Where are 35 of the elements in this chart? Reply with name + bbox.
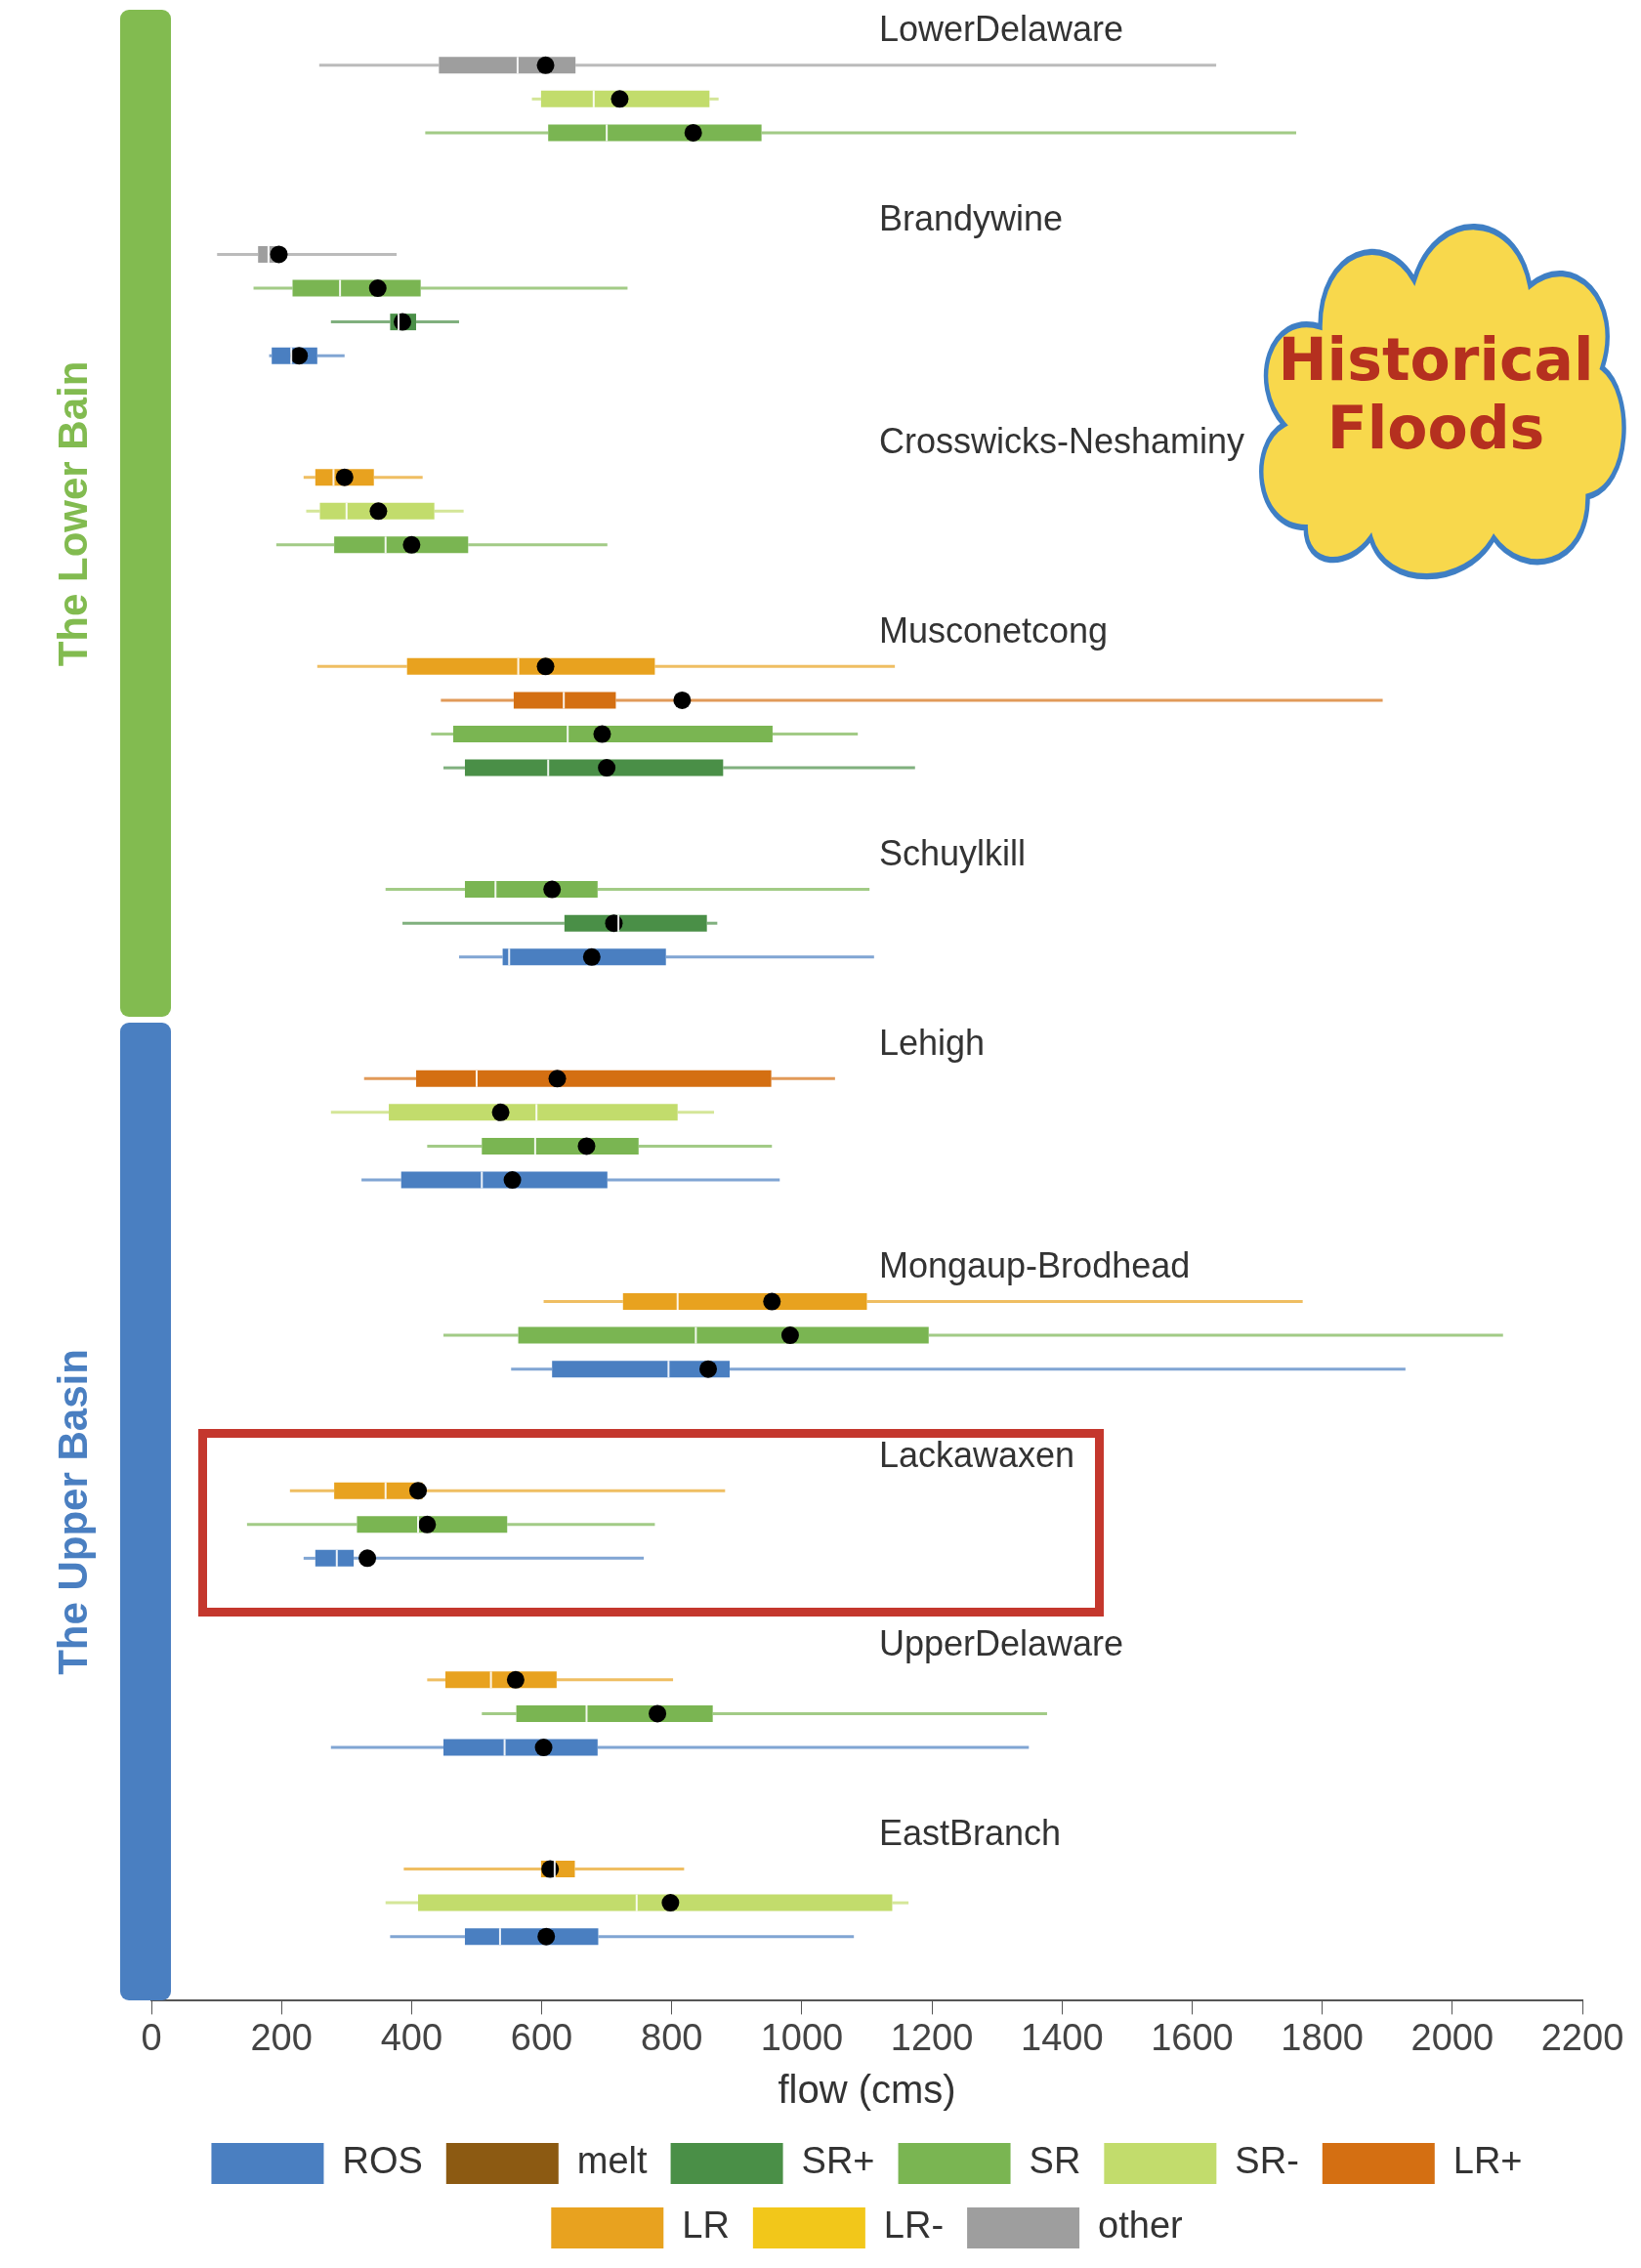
legend-label: LR+ xyxy=(1452,2140,1523,2182)
y-tick-label: Lackawaxen xyxy=(879,1434,1075,1475)
y-tick-label: Musconetcong xyxy=(879,609,1109,651)
y-tick-label: Mongaup-Brodhead xyxy=(879,1244,1191,1285)
legend-label: SR xyxy=(1029,2140,1081,2182)
x-tick-label: 2000 xyxy=(1410,2016,1494,2058)
annotation: Historical Floods xyxy=(1277,324,1595,462)
legend-label: LR xyxy=(682,2205,730,2247)
x-tick-label: 400 xyxy=(380,2016,443,2058)
x-tick-label: 800 xyxy=(641,2016,703,2058)
y-tick-label: Lehigh xyxy=(879,1022,986,1063)
x-tick-label: 1200 xyxy=(890,2016,974,2058)
legend-label: other xyxy=(1098,2205,1184,2247)
text: The Lower Bain xyxy=(50,360,97,667)
legend-label: SR- xyxy=(1235,2140,1299,2182)
y-tick-label: Crosswicks-Neshaminy xyxy=(879,421,1245,462)
x-tick-label: 1400 xyxy=(1021,2016,1104,2058)
x-tick-label: 1600 xyxy=(1151,2016,1234,2058)
x-tick-label: 200 xyxy=(250,2016,313,2058)
legend-label: SR+ xyxy=(801,2140,875,2182)
legend-label: LR- xyxy=(883,2205,945,2247)
x-tick-label: 1000 xyxy=(760,2016,844,2058)
y-tick-label: UpperDelaware xyxy=(879,1623,1124,1664)
y-tick-label: Brandywine xyxy=(879,197,1064,238)
legend-label: melt xyxy=(576,2140,649,2182)
legend-label: ROS xyxy=(342,2140,423,2182)
text: The Upper Basin xyxy=(50,1349,97,1675)
y-tick-label: EastBranch xyxy=(879,1812,1062,1853)
x-tick-label: 1800 xyxy=(1281,2016,1364,2058)
x-axis-title: flow (cms) xyxy=(778,2068,956,2112)
x-tick-label: 2200 xyxy=(1540,2016,1624,2058)
x-tick-label: 600 xyxy=(510,2016,573,2058)
y-tick-label: Schuylkill xyxy=(879,832,1027,873)
x-tick-label: 0 xyxy=(141,2016,162,2058)
y-tick-label: LowerDelaware xyxy=(879,9,1124,50)
